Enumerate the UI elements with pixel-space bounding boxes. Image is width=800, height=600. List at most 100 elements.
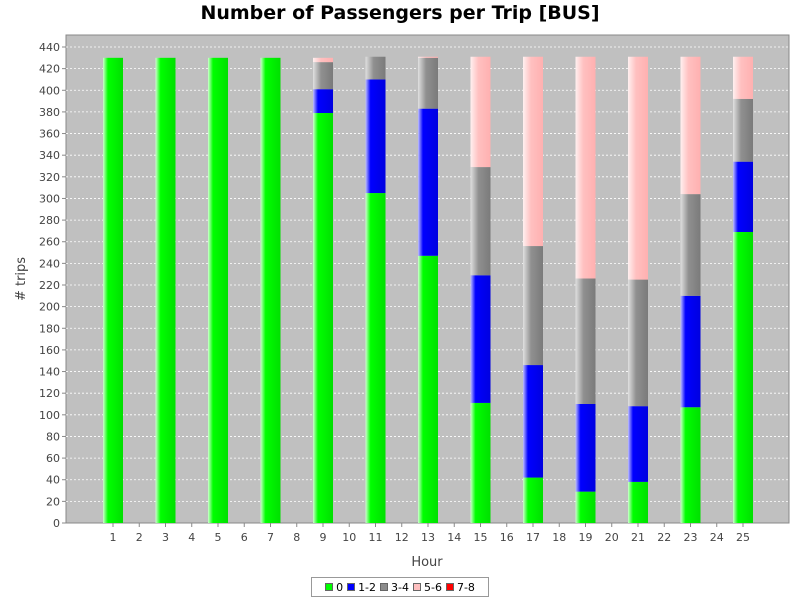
x-tick-label: 17 [526, 531, 540, 544]
x-tick-label: 7 [267, 531, 274, 544]
bar-segment-3-4 [523, 246, 543, 366]
bar-segment-0 [155, 57, 176, 524]
legend-label: 1-2 [358, 580, 377, 594]
legend-swatch [445, 583, 454, 591]
x-tick-label: 24 [710, 531, 724, 544]
bar-segment-5-6 [418, 56, 438, 58]
bar-segment-5-6 [680, 56, 701, 195]
y-tick-label: 260 [39, 236, 60, 249]
bars [103, 56, 753, 524]
y-tick-label: 180 [39, 322, 60, 335]
bar-segment-1-2 [523, 365, 543, 478]
y-tick-label: 120 [39, 387, 60, 400]
axes: 0204060801001201401601802002202402602803… [39, 41, 750, 544]
bar-segment-0 [365, 193, 386, 523]
bar-segment-1-2 [680, 295, 701, 408]
bar-segment-5-6 [628, 56, 648, 280]
legend-swatch [325, 583, 334, 591]
bar-segment-3-4 [365, 56, 386, 80]
bar-segment-0 [260, 57, 281, 524]
legend-item: 0 [325, 581, 343, 594]
x-tick-label: 15 [474, 531, 488, 544]
x-tick-label: 21 [631, 531, 645, 544]
y-tick-label: 360 [39, 128, 60, 141]
y-tick-label: 0 [53, 517, 60, 530]
y-tick-label: 20 [46, 495, 60, 508]
legend-item: 1-2 [347, 581, 376, 594]
x-tick-label: 2 [136, 531, 143, 544]
y-tick-label: 240 [39, 257, 60, 270]
x-tick-label: 23 [684, 531, 698, 544]
bar-segment-1-2 [365, 79, 386, 194]
x-tick-label: 25 [736, 531, 750, 544]
x-tick-label: 8 [293, 531, 300, 544]
x-tick-label: 13 [421, 531, 435, 544]
bar-segment-3-4 [575, 278, 596, 404]
x-tick-label: 18 [552, 531, 566, 544]
y-tick-label: 160 [39, 344, 60, 357]
x-tick-label: 12 [395, 531, 409, 544]
x-tick-label: 3 [162, 531, 169, 544]
y-tick-label: 440 [39, 41, 60, 54]
y-tick-label: 40 [46, 474, 60, 487]
bar-segment-0 [313, 112, 333, 523]
y-tick-label: 340 [39, 149, 60, 162]
legend-item: 7-8 [445, 581, 475, 594]
x-tick-label: 11 [369, 531, 383, 544]
bar-segment-3-4 [733, 98, 753, 162]
legend-swatch [413, 583, 421, 591]
bar-segment-0 [680, 407, 701, 523]
bar-segment-5-6 [470, 56, 491, 168]
legend-item: 5-6 [413, 581, 442, 594]
x-tick-label: 5 [215, 531, 222, 544]
bar-segment-3-4 [628, 279, 648, 407]
x-tick-label: 4 [188, 531, 195, 544]
legend-item: 3-4 [380, 581, 409, 594]
bar-segment-3-4 [418, 57, 438, 109]
bar-segment-5-6 [575, 56, 596, 279]
y-tick-label: 140 [39, 366, 60, 379]
bar-segment-5-6 [523, 56, 543, 247]
bar-segment-0 [733, 231, 753, 523]
bar-segment-0 [628, 481, 648, 523]
bar-segment-1-2 [628, 406, 648, 482]
bar-segment-0 [575, 491, 596, 523]
bar-segment-1-2 [470, 275, 491, 403]
x-axis-label: Hour [411, 555, 443, 570]
x-tick-label: 9 [320, 531, 327, 544]
y-tick-label: 300 [39, 192, 60, 205]
legend-label: 0 [336, 580, 344, 594]
bar-segment-1-2 [733, 161, 753, 232]
y-tick-label: 280 [39, 214, 60, 227]
legend-label: 5-6 [424, 580, 442, 594]
x-tick-label: 20 [605, 531, 619, 544]
y-tick-label: 320 [39, 171, 60, 184]
x-tick-label: 14 [447, 531, 461, 544]
y-tick-label: 400 [39, 84, 60, 97]
bar-segment-5-6 [313, 57, 333, 63]
legend-swatch [347, 583, 356, 591]
x-tick-label: 1 [110, 531, 117, 544]
x-tick-label: 19 [579, 531, 593, 544]
bar-segment-0 [418, 255, 438, 524]
x-tick-label: 10 [342, 531, 356, 544]
bar-segment-0 [523, 477, 543, 523]
legend-label: 3-4 [391, 580, 409, 594]
bar-segment-1-2 [575, 404, 596, 492]
chart-title: Number of Passengers per Trip [BUS] [200, 2, 600, 24]
legend: 0 1-2 3-4 5-6 7-8 [311, 577, 489, 597]
y-tick-label: 80 [46, 430, 60, 443]
y-tick-label: 60 [46, 452, 60, 465]
bar-segment-5-6 [733, 56, 753, 99]
bar-segment-3-4 [313, 62, 333, 90]
legend-swatch [380, 583, 389, 591]
y-tick-label: 220 [39, 279, 60, 292]
x-tick-label: 16 [500, 531, 514, 544]
x-tick-label: 6 [241, 531, 248, 544]
bar-segment-3-4 [680, 194, 701, 296]
bar-segment-0 [103, 57, 123, 524]
bar-segment-1-2 [313, 89, 333, 113]
bar-segment-3-4 [470, 167, 491, 276]
y-tick-label: 100 [39, 409, 60, 422]
